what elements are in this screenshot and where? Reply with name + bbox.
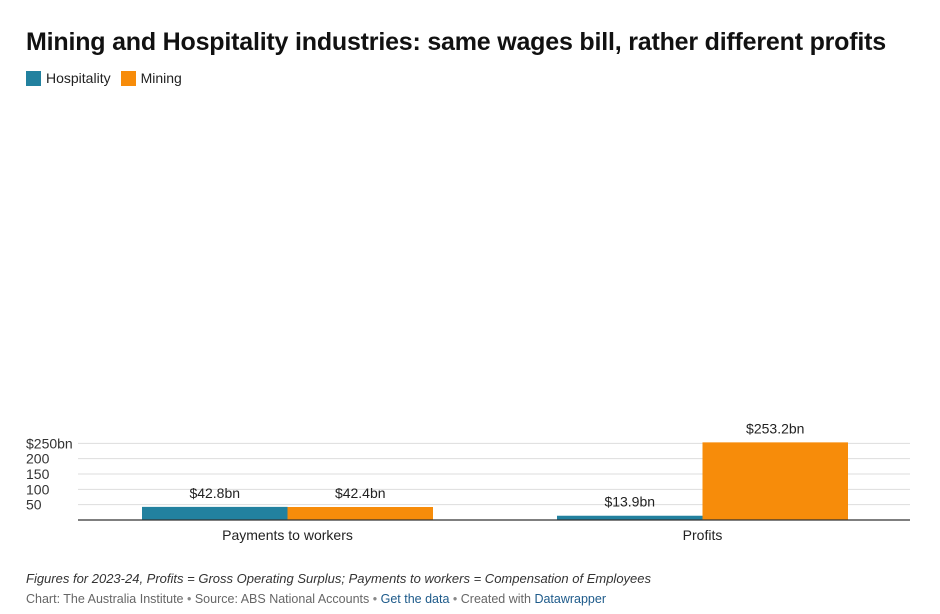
data-label: $42.8bn xyxy=(189,485,240,501)
bar-hospitality-payments xyxy=(142,506,288,520)
x-category-label: Profits xyxy=(683,527,723,543)
y-tick-label: 100 xyxy=(26,481,50,497)
y-tick-label: $250bn xyxy=(26,435,73,451)
bar-mining-profits xyxy=(702,442,848,520)
legend-swatch-mining xyxy=(120,70,136,86)
legend-label-mining: Mining xyxy=(140,70,182,86)
get-data-link[interactable]: Get the data xyxy=(380,592,450,606)
data-label: $253.2bn xyxy=(746,420,804,436)
legend-item-hospitality: Hospitality xyxy=(26,70,111,86)
legend-label-hospitality: Hospitality xyxy=(46,70,111,86)
legend-item-mining: Mining xyxy=(120,70,182,86)
y-tick-label: 50 xyxy=(26,497,42,513)
chart-credits: Chart: The Australia Institute • Source:… xyxy=(26,592,606,606)
data-label: $13.9bn xyxy=(604,494,655,510)
y-tick-label: 150 xyxy=(26,466,50,482)
chart-title: Mining and Hospitality industries: same … xyxy=(26,28,886,56)
x-category-label: Payments to workers xyxy=(222,527,353,543)
credit-separator: • xyxy=(452,592,461,606)
created-with-text: Created with xyxy=(460,592,531,606)
credit-chart: Chart: The Australia Institute xyxy=(26,592,184,606)
chart-note: Figures for 2023-24, Profits = Gross Ope… xyxy=(26,571,652,586)
credit-separator: • xyxy=(372,592,381,606)
bar-hospitality-profits xyxy=(557,515,703,520)
bar-mining-payments xyxy=(287,507,433,520)
legend: Hospitality Mining xyxy=(26,70,192,86)
credit-source: Source: ABS National Accounts xyxy=(194,592,370,606)
data-label: $42.4bn xyxy=(335,485,386,501)
legend-swatch-hospitality xyxy=(26,70,41,86)
credit-separator: • xyxy=(186,592,195,606)
datawrapper-link[interactable]: Datawrapper xyxy=(534,592,607,606)
y-tick-label: 200 xyxy=(26,451,50,467)
